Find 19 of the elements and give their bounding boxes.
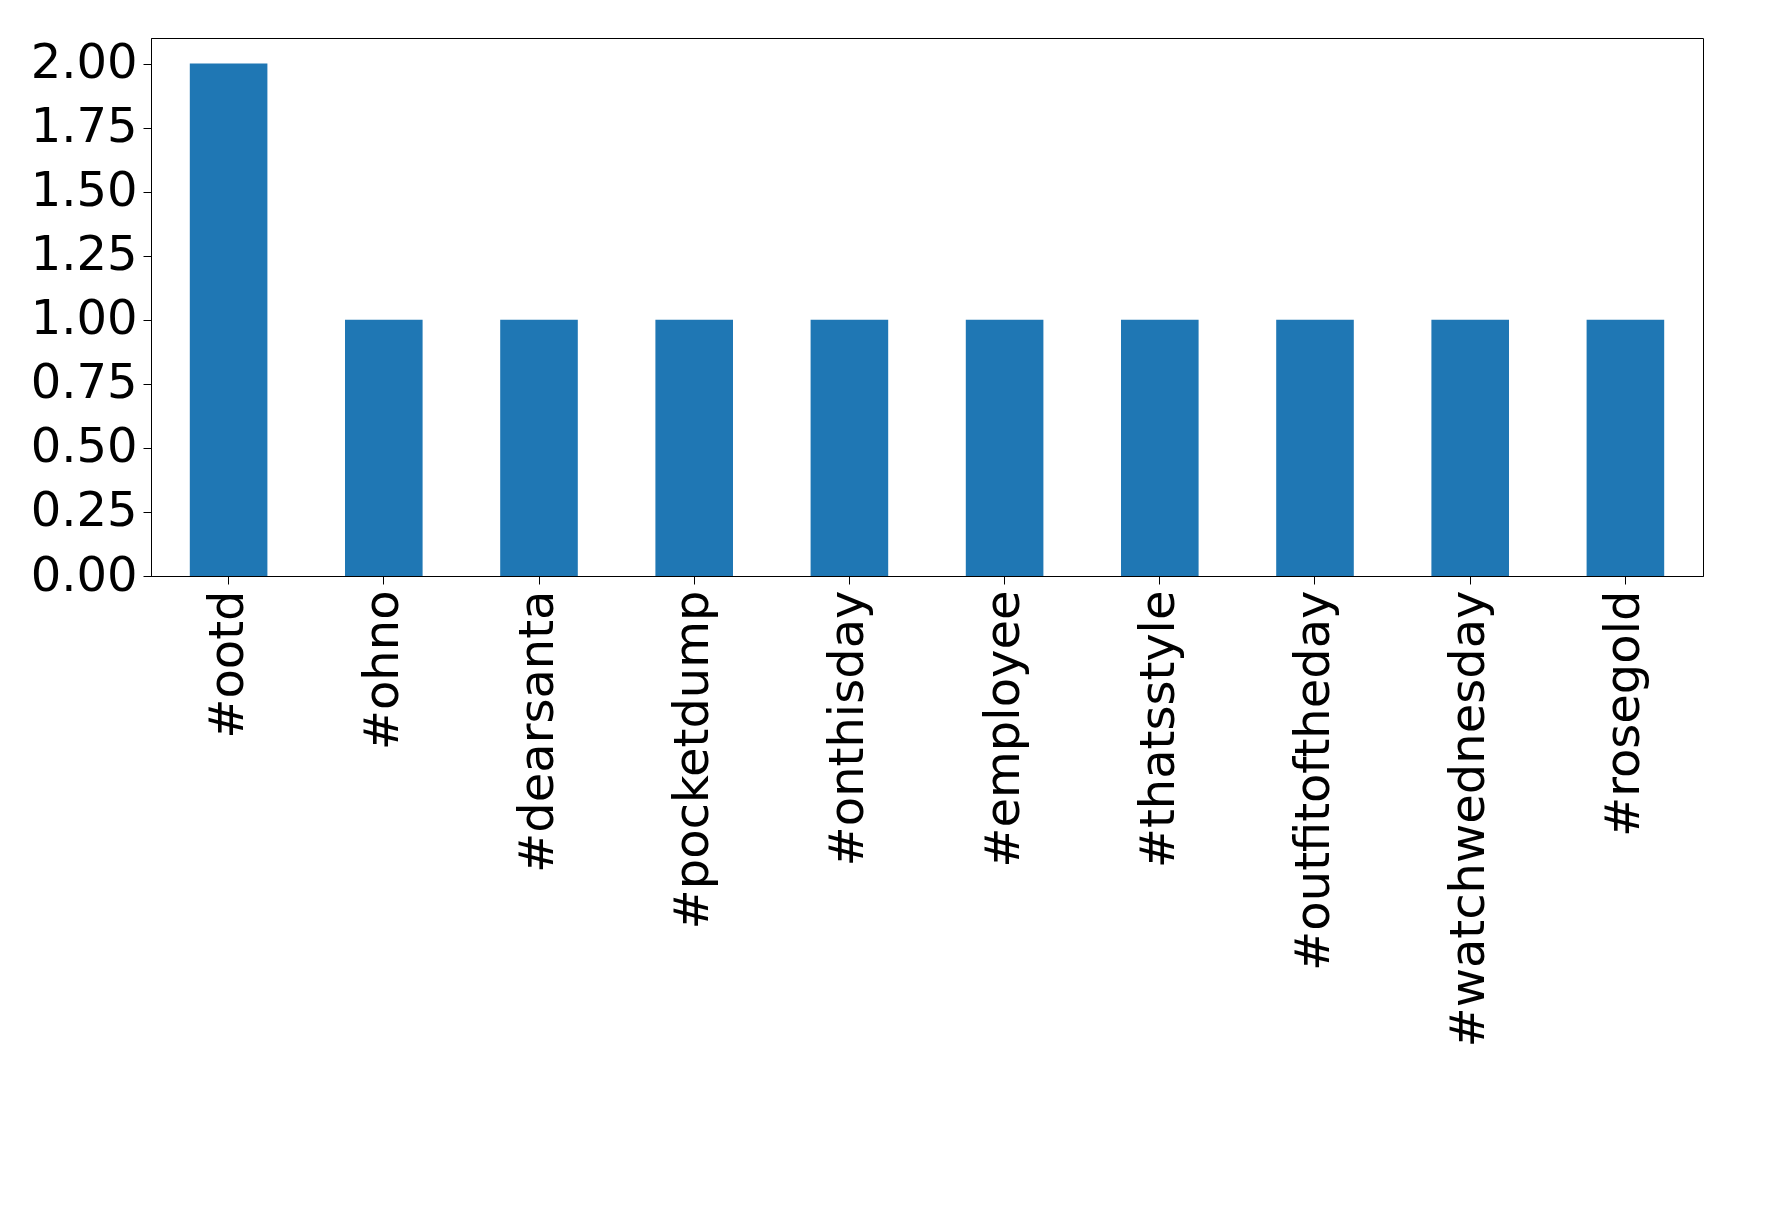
x-tick-label: #thatsstyle xyxy=(1128,590,1185,869)
x-tick-label: #employee xyxy=(973,590,1030,868)
x-tick-label: #watchwednesday xyxy=(1439,590,1496,1048)
x-tick-label: #ootd xyxy=(197,590,254,739)
x-tick-label: #rosegold xyxy=(1594,590,1651,837)
x-tick-label: #pocketdump xyxy=(663,590,720,930)
y-tick-label: 0.75 xyxy=(30,353,138,410)
x-tick-label: #ohno xyxy=(352,590,409,751)
y-tick-label: 1.75 xyxy=(30,97,138,154)
y-tick-label: 0.50 xyxy=(30,417,138,474)
y-tick-label: 1.50 xyxy=(30,161,138,218)
y-tick-label: 0.25 xyxy=(30,481,138,538)
y-tick-label: 1.25 xyxy=(30,225,138,282)
x-tick-label: #onthisday xyxy=(818,590,875,867)
y-tick-label: 2.00 xyxy=(30,33,138,90)
x-tick-label: #dearsanta xyxy=(508,590,564,873)
y-tick-label: 0.00 xyxy=(30,545,138,602)
y-tick-label: 1.00 xyxy=(30,289,138,346)
x-tick-label: #outfitoftheday xyxy=(1284,590,1340,971)
